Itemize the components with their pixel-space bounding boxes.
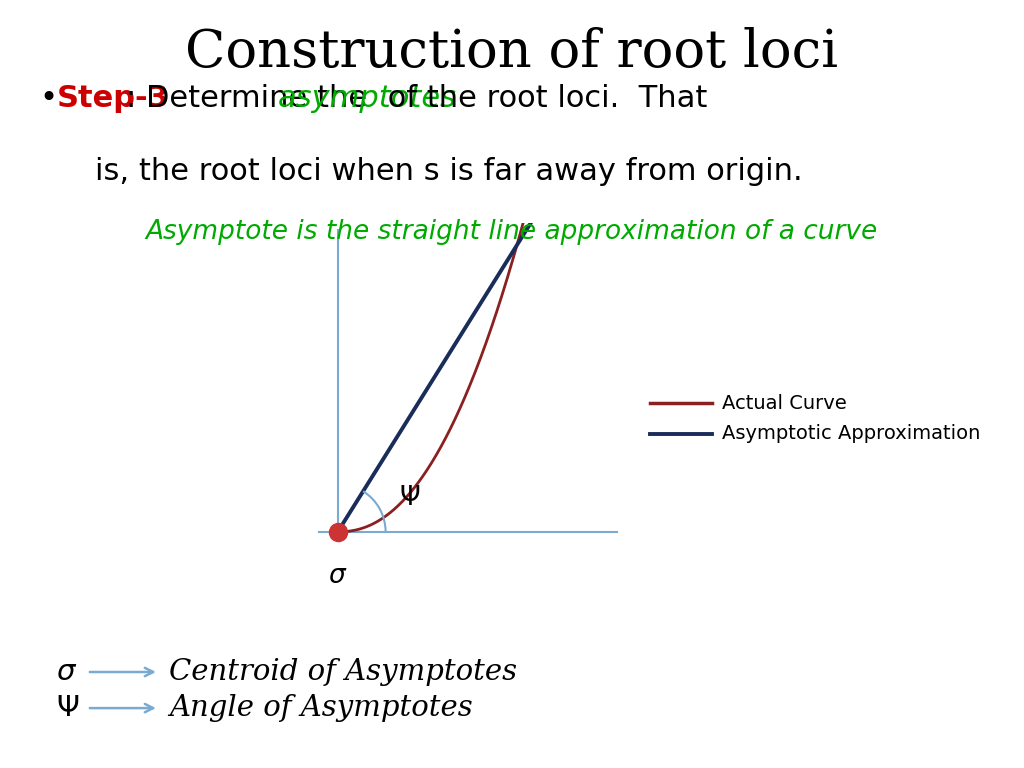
Text: Construction of root loci: Construction of root loci	[185, 27, 839, 78]
Text: Actual Curve: Actual Curve	[722, 394, 847, 412]
Text: $\Psi$: $\Psi$	[56, 694, 80, 722]
Text: Step-3: Step-3	[56, 84, 169, 114]
Text: $\Psi$: $\Psi$	[399, 485, 420, 511]
Text: Angle of Asymptotes: Angle of Asymptotes	[169, 694, 473, 722]
Text: $\sigma$: $\sigma$	[328, 563, 347, 588]
Text: : Determine the: : Determine the	[126, 84, 377, 114]
Text: Asymptotic Approximation: Asymptotic Approximation	[722, 425, 980, 443]
Text: Centroid of Asymptotes: Centroid of Asymptotes	[169, 658, 517, 686]
Text: asymptotes: asymptotes	[278, 84, 457, 114]
Text: of the root loci.  That: of the root loci. That	[378, 84, 708, 114]
Text: Asymptote is the straight line approximation of a curve: Asymptote is the straight line approxima…	[145, 219, 879, 245]
Text: $\sigma$: $\sigma$	[56, 658, 78, 686]
Text: •: •	[39, 84, 57, 114]
Text: is, the root loci when s is far away from origin.: is, the root loci when s is far away fro…	[56, 157, 803, 186]
